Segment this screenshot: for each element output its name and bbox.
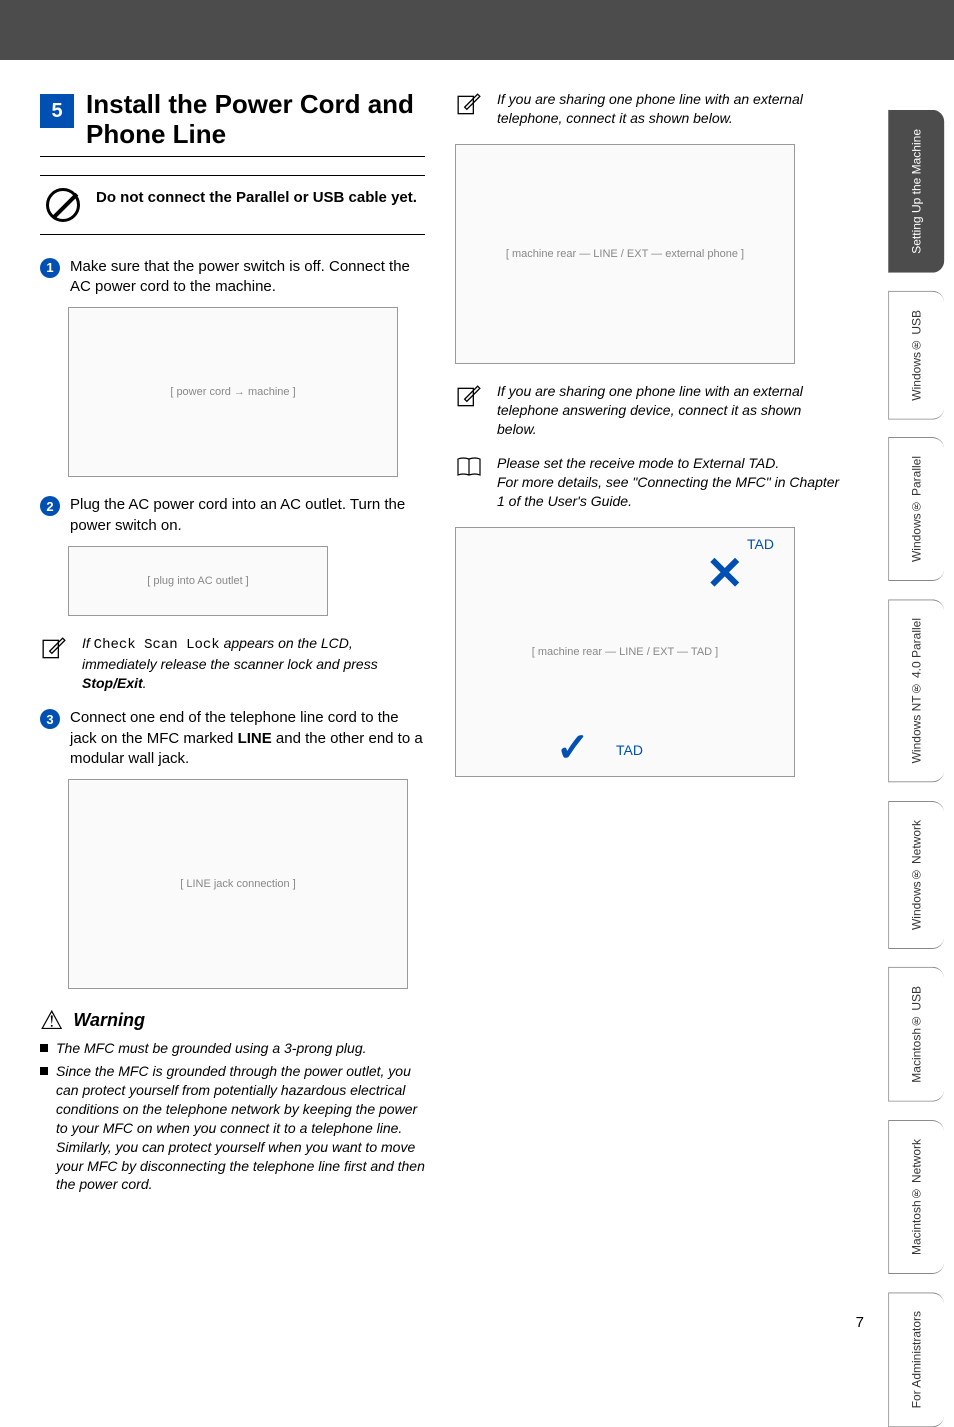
note-ext-tad: If you are sharing one phone line with a… (455, 382, 840, 439)
tab-setting-up[interactable]: Setting Up the Machine (888, 110, 944, 273)
illustration-power-cord: [ power cord → machine ] (68, 307, 398, 477)
note-scan-lock: If Check Scan Lock appears on the LCD, i… (40, 634, 425, 693)
illustration-placeholder: [ machine rear — LINE / EXT — TAD ] (532, 646, 718, 658)
tab-mac-usb[interactable]: Macintosh® USB (888, 967, 944, 1102)
pencil-note-icon (455, 90, 483, 128)
tad-label-wrong: TAD (747, 536, 774, 552)
top-header-bar (0, 0, 954, 60)
prohibit-icon (46, 188, 80, 222)
book-note-text: Please set the receive mode to External … (497, 454, 840, 511)
page-content: 5 Install the Power Cord and Phone Line … (0, 60, 860, 1218)
illustration-ext-tad: [ machine rear — LINE / EXT — TAD ] TAD … (455, 527, 795, 777)
instruction-3: 3 Connect one end of the telephone line … (40, 708, 425, 769)
pencil-note-icon (40, 634, 68, 693)
illustration-placeholder: [ LINE jack connection ] (180, 878, 296, 890)
warning-item-2: Since the MFC is grounded through the po… (40, 1062, 425, 1194)
check-mark-icon: ✓ (556, 728, 590, 768)
bullet-1: 1 (40, 258, 60, 278)
page-number: 7 (856, 1314, 864, 1331)
note-ext-phone-text: If you are sharing one phone line with a… (497, 90, 840, 128)
instruction-2-text: Plug the AC power cord into an AC outlet… (70, 495, 425, 536)
warning-header: ⚠ Warning (40, 1007, 425, 1033)
tad-label-correct: TAD (616, 742, 643, 758)
tab-windows-network[interactable]: Windows® Network (888, 801, 944, 949)
prohibit-callout: Do not connect the Parallel or USB cable… (40, 175, 425, 235)
x-mark-icon: ✕ (705, 550, 744, 596)
left-column: 5 Install the Power Cord and Phone Line … (40, 90, 425, 1198)
illustration-placeholder: [ plug into AC outlet ] (147, 575, 249, 587)
illustration-line-jack: [ LINE jack connection ] (68, 779, 408, 989)
instruction-1: 1 Make sure that the power switch is off… (40, 257, 425, 298)
illustration-placeholder: [ machine rear — LINE / EXT — external p… (506, 248, 744, 260)
instruction-2: 2 Plug the AC power cord into an AC outl… (40, 495, 425, 536)
instruction-1-text: Make sure that the power switch is off. … (70, 257, 425, 298)
book-icon (455, 454, 483, 511)
tab-windows-parallel[interactable]: Windows® Parallel (888, 437, 944, 581)
instruction-3-text: Connect one end of the telephone line co… (70, 708, 425, 769)
right-column: If you are sharing one phone line with a… (455, 90, 840, 1198)
bullet-3: 3 (40, 709, 60, 729)
tab-windows-nt-parallel[interactable]: Windows NT® 4.0 Parallel (888, 599, 944, 782)
illustration-ext-phone: [ machine rear — LINE / EXT — external p… (455, 144, 795, 364)
tab-windows-usb[interactable]: Windows® USB (888, 291, 944, 420)
step-number-badge: 5 (40, 94, 74, 128)
warning-icon: ⚠ (40, 1007, 63, 1033)
bullet-2: 2 (40, 496, 60, 516)
callout-text: Do not connect the Parallel or USB cable… (96, 188, 417, 222)
note-ext-tad-text: If you are sharing one phone line with a… (497, 382, 840, 439)
tab-mac-network[interactable]: Macintosh® Network (888, 1120, 944, 1274)
illustration-ac-outlet: [ plug into AC outlet ] (68, 546, 328, 616)
warning-title: Warning (73, 1010, 145, 1031)
tab-administrators[interactable]: For Administrators (888, 1292, 944, 1427)
square-bullet-icon (40, 1044, 48, 1052)
book-note: Please set the receive mode to External … (455, 454, 840, 511)
note-scan-lock-text: If Check Scan Lock appears on the LCD, i… (82, 634, 425, 693)
step-header: 5 Install the Power Cord and Phone Line (40, 90, 425, 157)
pencil-note-icon (455, 382, 483, 439)
illustration-placeholder: [ power cord → machine ] (170, 386, 295, 398)
side-tab-strip: Setting Up the Machine Windows® USB Wind… (888, 110, 944, 1427)
warning-list: The MFC must be grounded using a 3-prong… (40, 1039, 425, 1194)
square-bullet-icon (40, 1067, 48, 1075)
step-title: Install the Power Cord and Phone Line (86, 90, 425, 150)
warning-item-1: The MFC must be grounded using a 3-prong… (40, 1039, 425, 1058)
note-ext-phone: If you are sharing one phone line with a… (455, 90, 840, 128)
